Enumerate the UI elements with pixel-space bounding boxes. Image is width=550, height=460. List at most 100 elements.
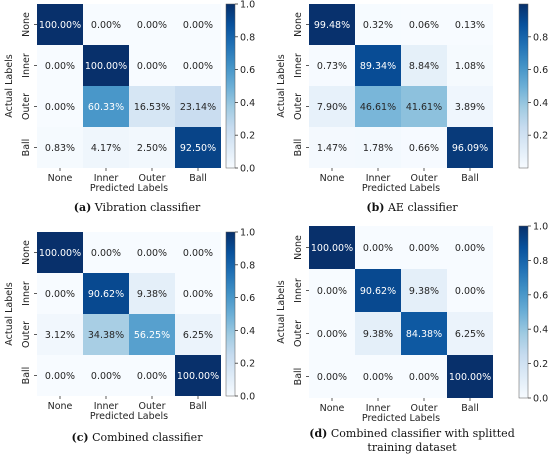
x-tick-label: Ball bbox=[189, 401, 207, 412]
colorbar-tick-label: 0.4 bbox=[240, 98, 255, 109]
y-tick-label: Outer bbox=[293, 93, 304, 120]
cell-value-label: 90.62% bbox=[88, 289, 124, 300]
x-tick-label: None bbox=[48, 173, 73, 184]
cell-value-label: 46.61% bbox=[360, 102, 396, 113]
cell-value-label: 3.89% bbox=[455, 102, 485, 113]
cell-value-label: 3.12% bbox=[45, 330, 75, 341]
heatmap-cell bbox=[37, 314, 83, 355]
colorbar-tick-label: 0.2 bbox=[533, 359, 548, 370]
cell-value-label: 100.00% bbox=[85, 61, 127, 72]
colorbar-tick-label: 0.0 bbox=[240, 164, 255, 175]
heatmap-cell bbox=[309, 312, 355, 355]
panel-caption: (d) Combined classifier with splitted tra… bbox=[309, 427, 514, 454]
colorbar-tick-label: 0.8 bbox=[240, 32, 255, 43]
panel-caption: (c) Combined classifier bbox=[72, 431, 204, 444]
heatmap-cell bbox=[83, 127, 129, 168]
heatmap-cell bbox=[129, 314, 175, 355]
cell-value-label: 100.00% bbox=[39, 20, 81, 31]
y-tick-label: None bbox=[21, 240, 32, 265]
heatmap-cell bbox=[401, 127, 447, 168]
cell-value-label: 60.33% bbox=[88, 102, 124, 113]
cell-value-label: 92.50% bbox=[180, 143, 216, 154]
cell-value-label: 100.00% bbox=[311, 243, 353, 254]
heatmap-cell bbox=[37, 127, 83, 168]
heatmap-cell bbox=[355, 312, 401, 355]
cell-value-label: 0.00% bbox=[91, 20, 121, 31]
cell-value-label: 0.00% bbox=[317, 372, 347, 383]
confusion-matrix-b: 99.48% 0.32% 0.06% 0.13% 0.73% 89.34% 8.84% 1.0… bbox=[276, 3, 548, 214]
heatmap-cell bbox=[175, 4, 221, 45]
cell-value-label: 23.14% bbox=[180, 102, 216, 113]
heatmap-cell bbox=[83, 273, 129, 314]
confusion-matrix-a: 100.00% 0.00% 0.00% 0.00% 0.00% 100.00% 0.00% 0… bbox=[4, 0, 255, 214]
heatmap-cell bbox=[401, 269, 447, 312]
heatmap-cell bbox=[309, 45, 355, 86]
heatmap-cell bbox=[401, 355, 447, 398]
heatmap-cell bbox=[447, 355, 493, 398]
caption-text-line-1: Combined classifier with splitted bbox=[327, 427, 514, 440]
heatmap-cell bbox=[129, 232, 175, 273]
cell-value-label: 8.84% bbox=[409, 61, 439, 72]
panel-caption: (a) Vibration classifier bbox=[74, 201, 201, 214]
cell-value-label: 41.61% bbox=[406, 102, 442, 113]
heatmap-cell bbox=[355, 127, 401, 168]
heatmap-cell bbox=[175, 127, 221, 168]
colorbar-tick-label: 0.4 bbox=[533, 98, 548, 109]
y-axis-label: Actual Labels bbox=[4, 54, 15, 117]
heatmap-cell bbox=[401, 312, 447, 355]
y-tick-label: None bbox=[293, 235, 304, 260]
cell-value-label: 56.25% bbox=[134, 330, 170, 341]
heatmap-cell bbox=[83, 45, 129, 86]
colorbar-tick-label: 0.6 bbox=[240, 293, 255, 304]
heatmap-cell bbox=[447, 45, 493, 86]
cell-value-label: 0.00% bbox=[409, 243, 439, 254]
cell-value-label: 4.17% bbox=[91, 143, 121, 154]
caption-text-line-2: training dataset bbox=[367, 441, 457, 454]
y-tick-label: Outer bbox=[21, 93, 32, 120]
heatmap-cell bbox=[175, 314, 221, 355]
colorbar-tick-label: 0.2 bbox=[240, 131, 255, 142]
cell-value-label: 0.00% bbox=[137, 371, 167, 382]
heatmap-cell bbox=[37, 4, 83, 45]
cell-value-label: 1.08% bbox=[455, 61, 485, 72]
heatmap-cell bbox=[37, 355, 83, 396]
caption-text: Vibration classifier bbox=[91, 201, 201, 214]
cell-value-label: 99.48% bbox=[314, 20, 350, 31]
cell-value-label: 0.73% bbox=[317, 61, 347, 72]
x-tick-label: Inner bbox=[94, 173, 119, 184]
colorbar-tick-label: 0.8 bbox=[240, 260, 255, 271]
x-axis-label: Predicted Labels bbox=[90, 411, 168, 422]
heatmap-cell bbox=[309, 86, 355, 127]
heatmap-cell bbox=[447, 86, 493, 127]
heatmap-cell bbox=[447, 127, 493, 168]
x-tick-label: Ball bbox=[189, 173, 207, 184]
colorbar-tick-label: 0.8 bbox=[533, 256, 548, 267]
cell-value-label: 0.66% bbox=[409, 143, 439, 154]
heatmap-cell bbox=[401, 226, 447, 269]
x-tick-label: Ball bbox=[461, 173, 479, 184]
x-tick-label: Inner bbox=[94, 401, 119, 412]
heatmap-cell bbox=[37, 86, 83, 127]
heatmap-cell bbox=[129, 127, 175, 168]
cell-value-label: 6.25% bbox=[455, 329, 485, 340]
heatmap-cell bbox=[37, 232, 83, 273]
heatmap-cell bbox=[401, 45, 447, 86]
caption-text: Combined classifier bbox=[89, 431, 204, 444]
colorbar-tick-label: 0.2 bbox=[240, 359, 255, 370]
heatmap-cell bbox=[175, 86, 221, 127]
heatmap-cell bbox=[129, 273, 175, 314]
cell-value-label: 7.90% bbox=[317, 102, 347, 113]
cell-value-label: 0.00% bbox=[45, 289, 75, 300]
heatmap-cell bbox=[447, 269, 493, 312]
colorbar-tick-label: 0.4 bbox=[533, 325, 548, 336]
x-tick-label: Ball bbox=[461, 403, 479, 414]
x-tick-label: Inner bbox=[366, 403, 391, 414]
colorbar bbox=[225, 231, 236, 397]
cell-value-label: 0.00% bbox=[45, 371, 75, 382]
cell-value-label: 0.00% bbox=[183, 61, 213, 72]
cell-value-label: 0.00% bbox=[183, 20, 213, 31]
cell-value-label: 100.00% bbox=[177, 371, 219, 382]
cell-value-label: 0.00% bbox=[363, 372, 393, 383]
heatmap-cell bbox=[175, 355, 221, 396]
heatmap-cell bbox=[129, 355, 175, 396]
